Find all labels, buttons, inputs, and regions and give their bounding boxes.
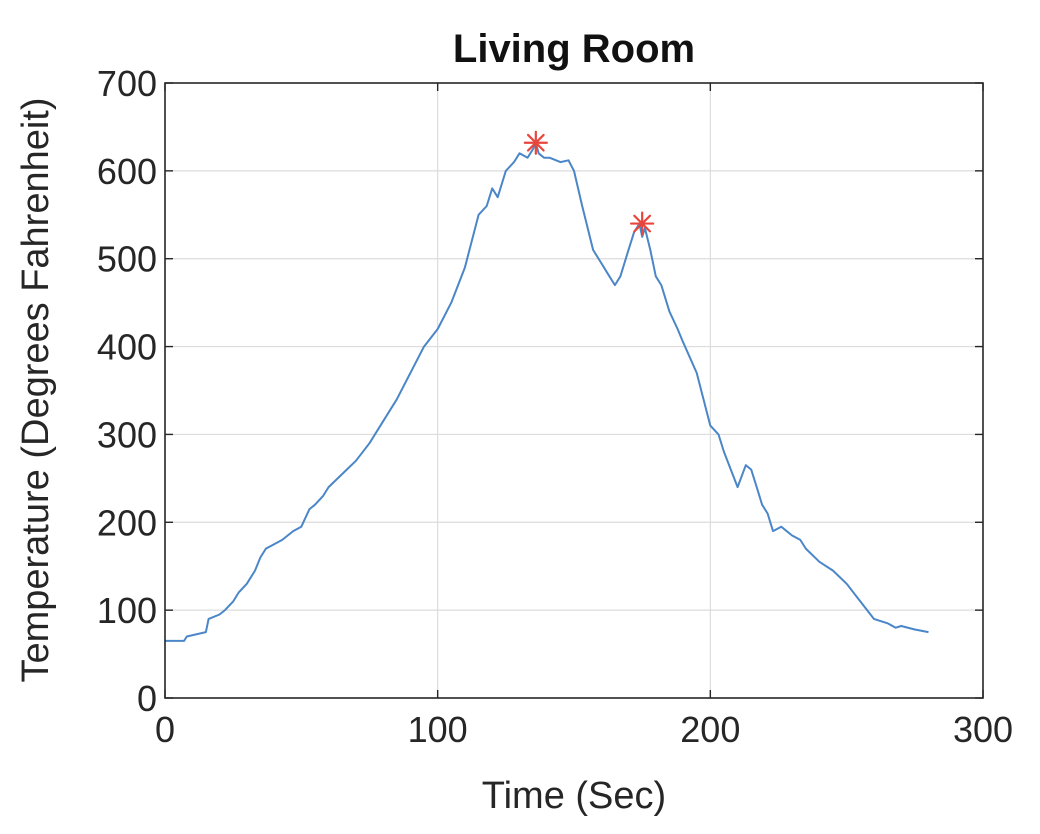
y-tick-label: 500: [97, 239, 157, 280]
axis-ticks: 0 100 200 300 0 100 200 300 400 500 600 700: [97, 63, 1013, 750]
peak-markers: [523, 130, 655, 236]
x-axis-label: Time (Sec): [482, 775, 666, 817]
y-tick-label: 400: [97, 327, 157, 368]
y-tick-label: 200: [97, 502, 157, 543]
y-axis-label: Temperature (Degrees Fahrenheit): [15, 97, 57, 682]
peak-marker: [523, 130, 548, 155]
y-tick-label: 700: [97, 63, 157, 104]
y-tick-label: 300: [97, 414, 157, 455]
x-tick-label: 200: [680, 709, 740, 750]
plot-frame: [164, 82, 984, 699]
y-tick-label: 0: [137, 678, 157, 719]
y-tick-label: 600: [97, 151, 157, 192]
peak-marker: [630, 211, 655, 236]
x-tick-label: 100: [408, 709, 468, 750]
x-tick-label: 300: [953, 709, 1013, 750]
chart-title: Living Room: [453, 27, 695, 71]
y-tick-label: 100: [97, 590, 157, 631]
plot-area: [165, 83, 983, 698]
series-layer: [165, 141, 929, 642]
x-tick-label: 0: [155, 709, 175, 750]
series-line: [165, 141, 929, 642]
